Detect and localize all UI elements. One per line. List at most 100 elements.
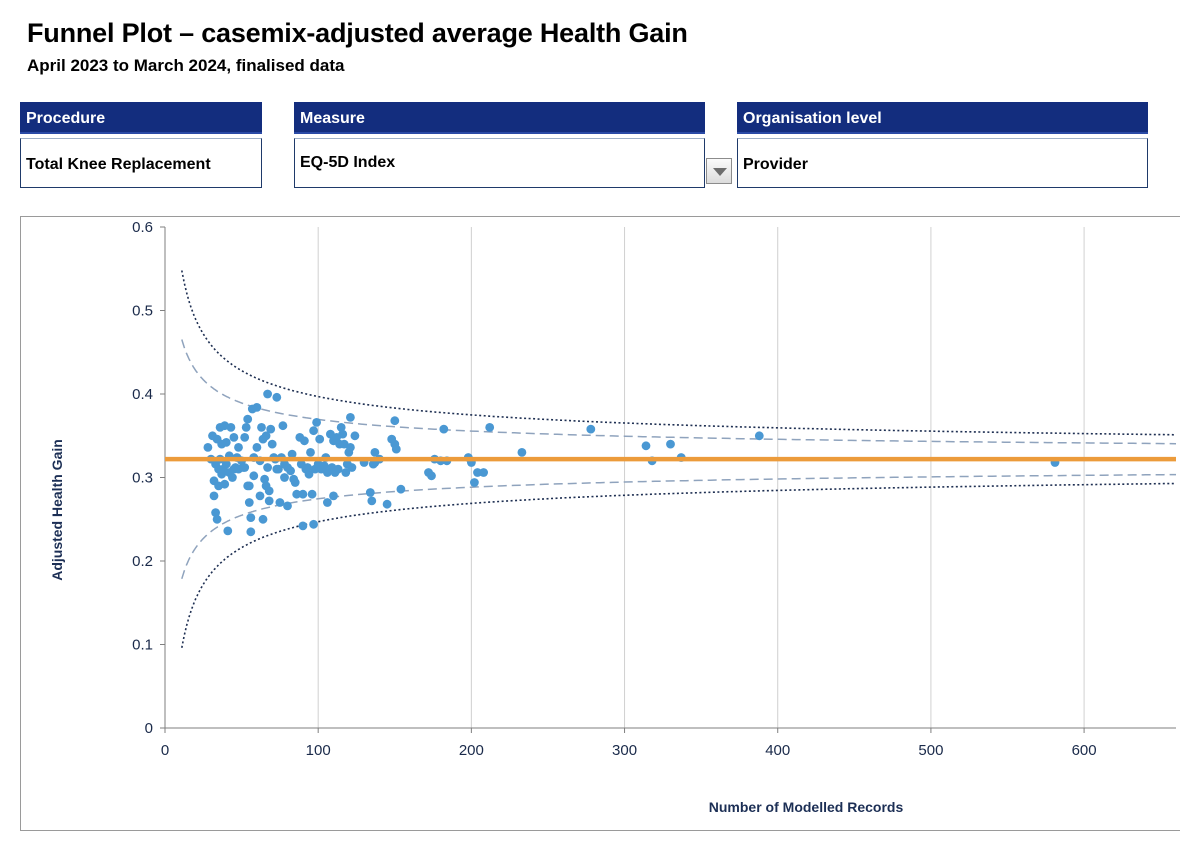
data-point: [212, 514, 222, 524]
data-point: [346, 413, 355, 422]
data-point: [347, 463, 357, 472]
data-point: [264, 496, 274, 506]
data-point: [341, 468, 351, 477]
data-point: [303, 463, 312, 472]
x-tick-label: 400: [765, 742, 790, 759]
data-point: [470, 478, 479, 487]
data-point: [255, 491, 265, 501]
data-point: [229, 433, 239, 442]
data-point: [221, 438, 231, 447]
data-point: [439, 424, 449, 434]
data-point: [234, 443, 243, 452]
data-point: [427, 471, 436, 481]
data-point: [226, 423, 236, 432]
data-point: [246, 527, 256, 537]
data-point: [298, 521, 308, 531]
x-tick-label: 0: [161, 742, 169, 759]
procedure-filter[interactable]: Procedure Total Knee Replacement: [20, 102, 262, 188]
data-point: [391, 444, 401, 454]
data-point: [228, 473, 237, 482]
data-point: [390, 416, 400, 426]
data-point: [473, 468, 482, 477]
procedure-filter-value[interactable]: Total Knee Replacement: [20, 138, 262, 188]
measure-dropdown-button[interactable]: [706, 158, 732, 184]
y-tick-label: 0.4: [132, 386, 153, 403]
data-point: [261, 431, 271, 441]
data-point: [263, 389, 272, 399]
data-point: [365, 488, 375, 497]
data-point: [257, 423, 266, 432]
data-point: [252, 443, 262, 452]
data-point: [220, 479, 230, 489]
data-point: [209, 491, 219, 501]
data-point: [319, 461, 329, 471]
measure-filter[interactable]: Measure EQ-5D Index: [294, 102, 705, 188]
y-tick-label: 0.3: [132, 470, 153, 487]
chart-frame: [20, 216, 1180, 831]
organisation-level-filter-label: Organisation level: [737, 102, 1148, 134]
data-point: [267, 439, 277, 449]
data-point: [292, 489, 302, 499]
data-point: [367, 496, 377, 506]
data-point: [258, 514, 268, 524]
data-point: [283, 501, 292, 511]
y-tick-label: 0.1: [132, 637, 153, 654]
x-tick-label: 300: [612, 742, 637, 759]
x-axis-title: Number of Modelled Records: [709, 799, 904, 815]
y-tick-label: 0: [145, 720, 153, 737]
measure-filter-label: Measure: [294, 102, 705, 134]
data-point: [266, 424, 276, 434]
data-point: [586, 424, 596, 434]
data-point: [243, 414, 253, 424]
data-point: [221, 459, 231, 469]
data-point: [333, 464, 343, 474]
data-point: [272, 392, 282, 402]
data-point: [309, 426, 318, 436]
data-point: [304, 469, 314, 479]
data-point: [315, 434, 325, 444]
data-point: [246, 513, 256, 522]
data-point: [290, 478, 300, 487]
y-tick-label: 0.2: [132, 553, 153, 570]
data-point: [203, 443, 213, 452]
x-tick-label: 600: [1072, 742, 1097, 759]
data-point: [666, 439, 675, 449]
data-point: [264, 486, 274, 496]
data-point: [223, 526, 233, 536]
data-point: [329, 491, 338, 501]
data-point: [336, 423, 346, 432]
organisation-level-filter-value[interactable]: Provider: [737, 138, 1148, 188]
data-point: [312, 418, 321, 427]
data-point: [298, 489, 308, 499]
data-point: [309, 519, 318, 529]
data-point: [307, 489, 317, 499]
y-tick-label: 0.5: [132, 303, 153, 320]
data-point: [249, 471, 259, 481]
data-point: [240, 433, 250, 442]
data-point: [286, 466, 295, 476]
procedure-filter-label: Procedure: [20, 102, 262, 134]
organisation-level-filter[interactable]: Organisation level Provider: [737, 102, 1148, 188]
data-point: [396, 484, 406, 494]
measure-filter-value[interactable]: EQ-5D Index: [294, 138, 705, 188]
data-point: [306, 448, 315, 457]
data-point: [346, 443, 355, 452]
data-point: [350, 431, 360, 441]
data-point: [370, 448, 380, 457]
data-point: [517, 448, 527, 457]
data-point: [280, 473, 289, 482]
data-point: [323, 498, 332, 507]
data-point: [479, 468, 488, 477]
page-title: Funnel Plot – casemix-adjusted average H…: [27, 18, 688, 48]
data-point: [263, 463, 272, 472]
data-point: [485, 423, 495, 432]
data-point: [240, 463, 250, 472]
y-axis-title: Adjusted Health Gain: [49, 439, 65, 581]
x-tick-label: 500: [918, 742, 943, 759]
data-point: [641, 441, 651, 451]
data-point: [382, 499, 392, 509]
data-point: [244, 481, 254, 491]
data-point: [754, 431, 764, 441]
data-point: [260, 474, 269, 484]
